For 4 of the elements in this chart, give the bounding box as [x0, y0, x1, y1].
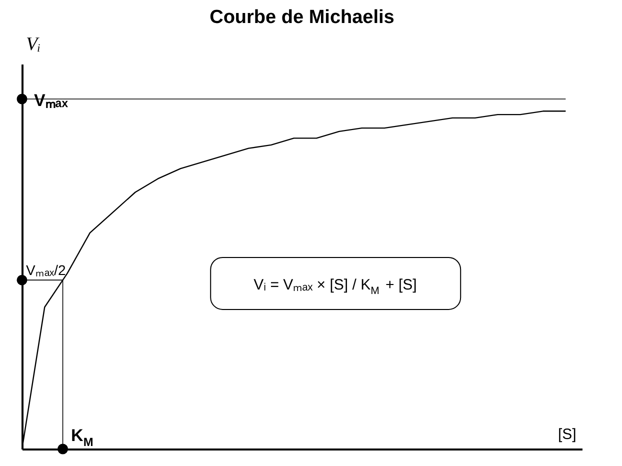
ref-line-label: Vₘₐₓ/2 [26, 262, 66, 278]
text: Vᵢ [26, 34, 41, 55]
chart-title: Courbe de Michaelis [210, 7, 394, 28]
annotation: [S] [558, 426, 576, 443]
